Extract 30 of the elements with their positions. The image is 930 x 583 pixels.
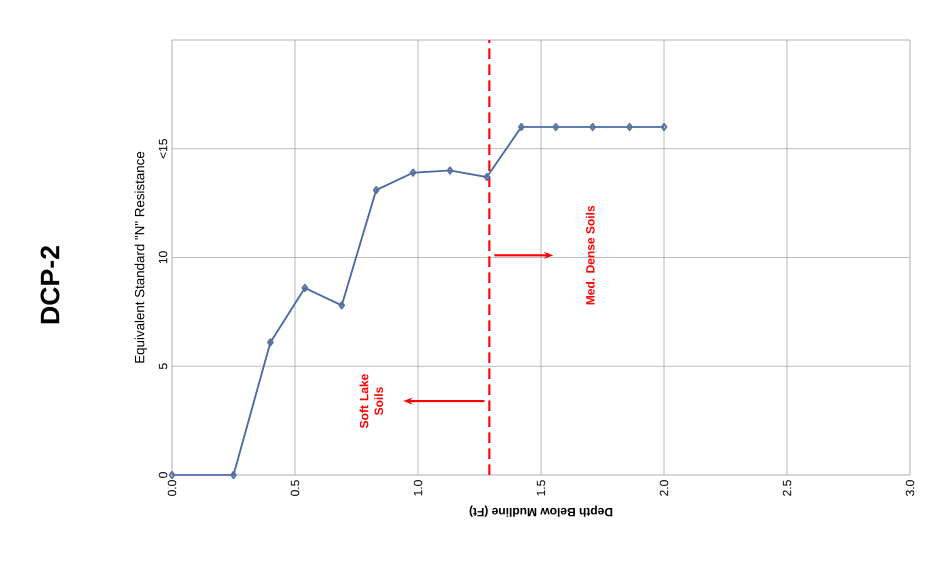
point xyxy=(589,122,596,132)
x-tick-label: 0.0 xyxy=(168,480,176,496)
annotation: Soft Lake Soils xyxy=(360,374,384,428)
point xyxy=(552,122,560,132)
x-axis-title: Depth Below Mudline (Ft) xyxy=(470,506,612,517)
text: DCP-2 xyxy=(40,246,60,324)
point xyxy=(230,470,237,480)
point xyxy=(660,122,668,132)
y-tick-label: 10 xyxy=(158,251,168,264)
point xyxy=(626,122,633,132)
y-tick-label: <15 xyxy=(158,139,168,158)
y-tick-label: 0 xyxy=(158,472,168,478)
point xyxy=(518,122,525,132)
x-tick-label: 1.0 xyxy=(414,480,422,496)
x-tick-label: 2.5 xyxy=(782,480,792,496)
x-tick-label: 2.0 xyxy=(660,480,668,496)
annotation: Med. Dense Soils xyxy=(586,206,595,304)
point xyxy=(372,186,380,194)
point xyxy=(267,338,274,346)
x-tick-label: 0.5 xyxy=(290,480,300,496)
x-tick-label: 1.5 xyxy=(536,480,546,496)
point xyxy=(338,301,346,310)
point xyxy=(302,284,308,292)
y-axis-title: Equivalent Standard "N" Resistance xyxy=(134,152,147,363)
point xyxy=(410,168,416,177)
x-tick-label: 3.0 xyxy=(906,480,914,496)
point xyxy=(446,166,454,175)
point xyxy=(484,172,490,182)
y-tick-label: 5 xyxy=(158,363,168,370)
point xyxy=(168,470,176,480)
